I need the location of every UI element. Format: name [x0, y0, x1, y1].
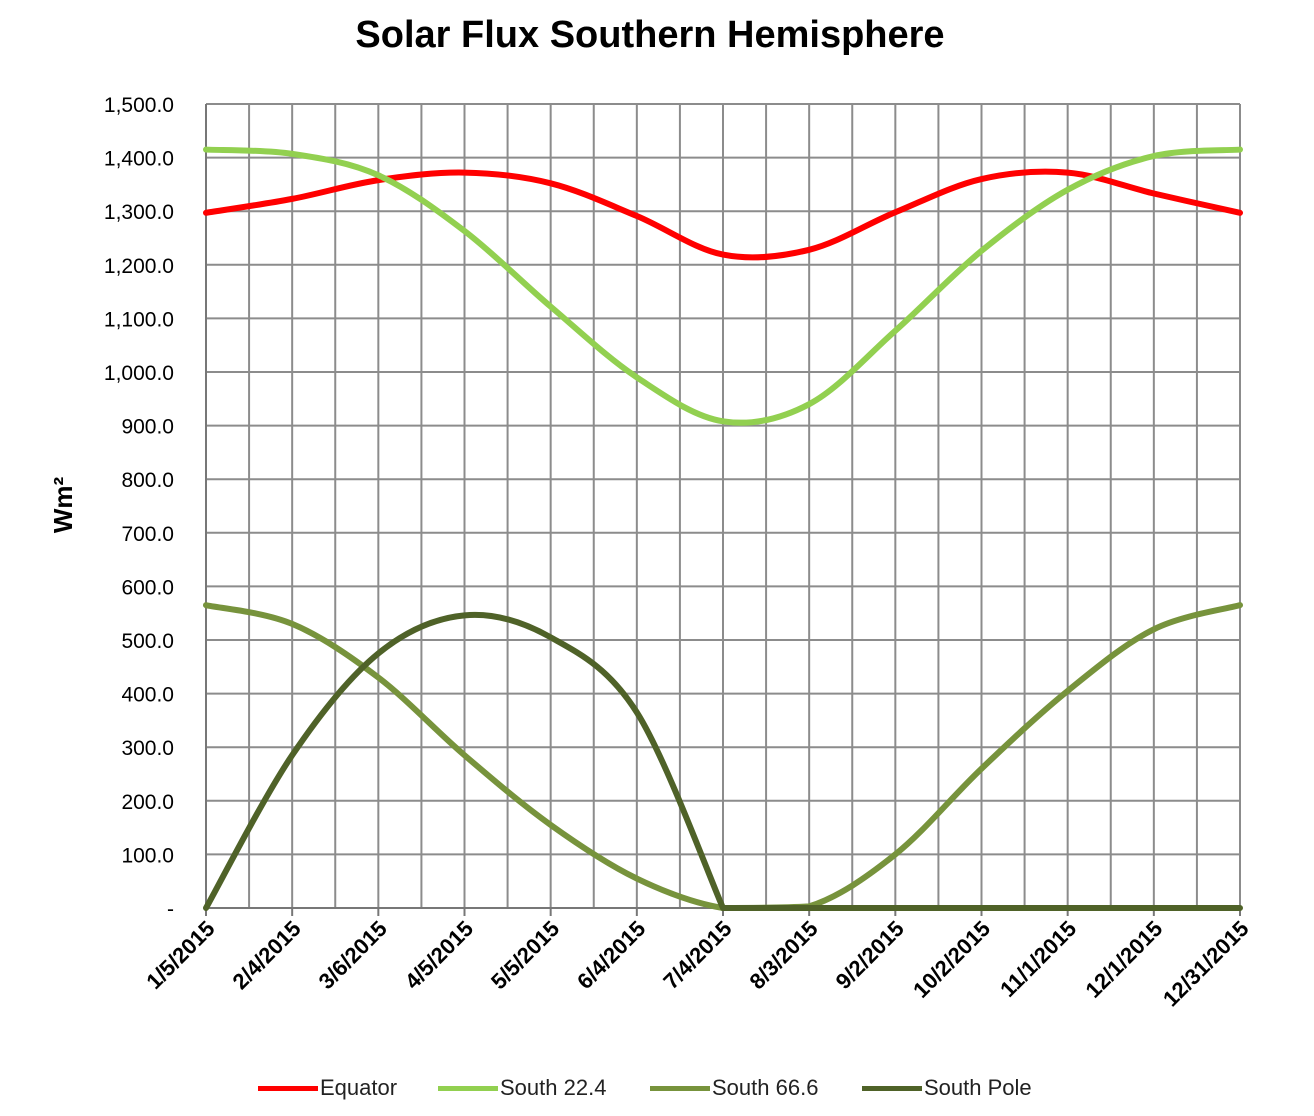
x-tick-label: 2/4/2015	[227, 916, 305, 994]
x-tick-label: 12/1/2015	[1080, 916, 1167, 1003]
x-tick-label: 4/5/2015	[400, 916, 478, 994]
y-tick-label: 500.0	[121, 630, 174, 653]
legend-item-south-22-4: South 22.4	[438, 1070, 606, 1106]
x-tick-label: 12/31/2015	[1158, 916, 1254, 1012]
y-tick-label: 300.0	[121, 737, 174, 760]
y-tick-label: 1,500.0	[104, 94, 174, 117]
legend-item-south-66-6: South 66.6	[650, 1070, 818, 1106]
axes: - 100.0 200.0 300.0 400.0 500.0 600.0 700.0 800.…	[104, 94, 1254, 1011]
x-tick-label: 3/6/2015	[314, 916, 392, 994]
legend-swatch-south-66-6	[650, 1085, 710, 1091]
x-tick-label: 5/5/2015	[486, 916, 564, 994]
grid	[205, 103, 1241, 909]
y-tick-label: 200.0	[121, 791, 174, 814]
legend-swatch-south-pole	[862, 1085, 922, 1091]
x-tick-label: 6/4/2015	[572, 916, 650, 994]
legend-item-equator: Equator	[258, 1070, 397, 1106]
legend-label-south-22-4: South 22.4	[500, 1075, 607, 1100]
x-tick-label: 8/3/2015	[744, 916, 822, 994]
y-tick-label: 400.0	[121, 684, 174, 707]
x-tick-label: 11/1/2015	[995, 916, 1081, 1002]
legend-label-equator: Equator	[320, 1075, 398, 1100]
x-tick-label: 1/5/2015	[141, 916, 219, 994]
legend-swatch-equator	[258, 1085, 318, 1091]
y-tick-label: 100.0	[121, 844, 174, 867]
series-lines	[203, 146, 1243, 911]
y-tick-label: 700.0	[121, 523, 174, 546]
y-tick-label: 1,200.0	[104, 255, 174, 278]
chart-title: Solar Flux Southern Hemisphere	[355, 14, 945, 56]
y-tick-label: 600.0	[121, 576, 174, 599]
y-tick-label: 900.0	[121, 416, 174, 439]
y-tick-label: 1,000.0	[104, 362, 174, 385]
y-tick-label: 1,300.0	[104, 201, 174, 224]
legend-label-south-pole: South Pole	[924, 1075, 1032, 1100]
legend-label-south-66-6: South 66.6	[712, 1075, 819, 1100]
x-tick-label: 7/4/2015	[658, 916, 736, 994]
x-tick-label: 10/2/2015	[908, 916, 995, 1003]
x-tick-label: 9/2/2015	[831, 916, 909, 994]
y-tick-label: 800.0	[121, 469, 174, 492]
legend-swatch-south-22-4	[438, 1085, 498, 1091]
y-tick-label: -	[167, 898, 174, 921]
y-tick-label: 1,400.0	[104, 148, 174, 171]
y-tick-label: 1,100.0	[104, 308, 174, 331]
y-axis-label: Wm²	[48, 477, 78, 534]
legend-item-south-pole: South Pole	[862, 1070, 1032, 1106]
legend: Equator South 22.4 South 66.6 South Pole	[0, 1070, 1314, 1106]
